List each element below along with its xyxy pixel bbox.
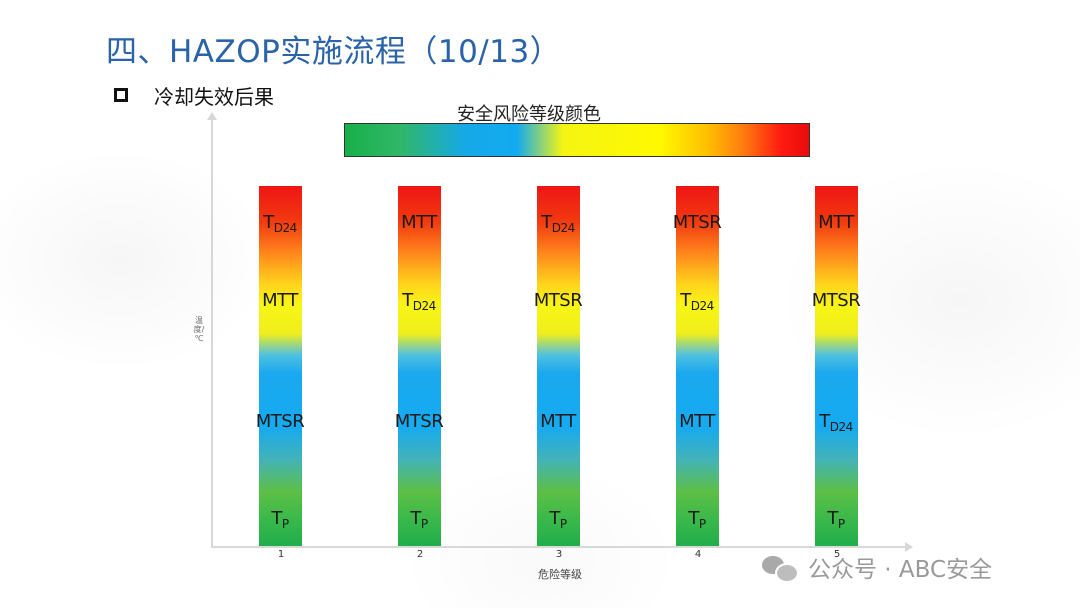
column-3-middle-label: MTT	[513, 411, 603, 432]
column-2-middle-label: MTSR	[374, 411, 464, 432]
x-tick-label: 2	[405, 549, 435, 560]
bullet-square-icon	[114, 88, 128, 102]
bullet-item: 冷却失效后果	[114, 80, 274, 110]
x-tick-label: 1	[266, 549, 296, 560]
column-4-bottom-label: TP	[652, 508, 742, 531]
y-axis-label: 温度/℃	[192, 316, 206, 343]
page-title: 四、HAZOP实施流程（10/13）	[106, 26, 561, 71]
column-2-bottom-label: TP	[374, 508, 464, 531]
x-axis-label: 危险等级	[530, 566, 590, 582]
risk-column-3	[537, 186, 580, 546]
column-1-top-label: TD24	[235, 212, 325, 235]
column-1-bottom-label: TP	[235, 508, 325, 531]
column-3-upper-label: MTSR	[513, 290, 603, 311]
bullet-text: 冷却失效后果	[154, 81, 274, 110]
watermark: 公众号 · ABC安全	[762, 550, 992, 584]
column-1-middle-label: MTSR	[235, 411, 325, 432]
column-5-top-label: MTT	[791, 212, 881, 233]
column-5-bottom-label: TP	[791, 508, 881, 531]
column-3-top-label: TD24	[513, 212, 603, 235]
risk-column-4	[676, 186, 719, 546]
y-axis-arrow-icon	[207, 112, 217, 120]
risk-column-2	[398, 186, 441, 546]
risk-column-1	[259, 186, 302, 546]
x-axis	[211, 546, 909, 548]
column-5-upper-label: MTSR	[791, 290, 881, 311]
wechat-icon	[762, 554, 798, 580]
column-1-upper-label: MTT	[235, 290, 325, 311]
column-4-upper-label: TD24	[652, 290, 742, 313]
column-5-middle-label: TD24	[791, 411, 881, 434]
risk-column-5	[815, 186, 858, 546]
column-2-top-label: MTT	[374, 212, 464, 233]
column-3-bottom-label: TP	[513, 508, 603, 531]
column-2-upper-label: TD24	[374, 290, 464, 313]
column-4-middle-label: MTT	[652, 411, 742, 432]
watermark-text: 公众号 · ABC安全	[808, 550, 992, 584]
column-4-top-label: MTSR	[652, 212, 742, 233]
x-tick-label: 3	[544, 549, 574, 560]
y-axis	[211, 118, 213, 548]
x-tick-label: 4	[683, 549, 713, 560]
risk-color-legend-bar	[344, 123, 810, 157]
